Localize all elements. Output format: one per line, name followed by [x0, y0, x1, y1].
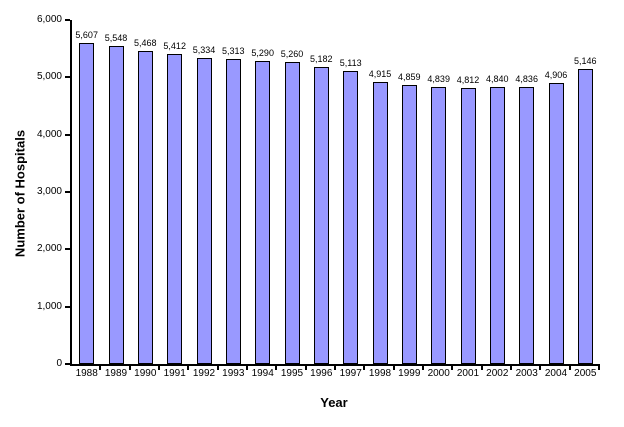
x-axis-tick: [334, 364, 336, 370]
bar: [108, 45, 124, 364]
x-axis-tick: [451, 364, 454, 370]
bar: [548, 82, 564, 364]
x-axis-tick-label: 1991: [163, 368, 186, 379]
y-axis-tick-label: 3,000: [36, 186, 62, 197]
bar: [255, 60, 271, 364]
bar-value-label: 5,607: [75, 29, 98, 40]
bar-value-label: 5,313: [222, 46, 245, 57]
x-axis-tick-label: 2004: [544, 368, 568, 379]
plot-area: 5,607 1988 5,548 1989 5,468 1990 5,412 1991 5,33…: [37, 14, 600, 379]
bar-value-label: 5,468: [134, 37, 157, 48]
x-axis-tick-label: 1997: [339, 368, 362, 379]
x-axis-tick: [598, 364, 600, 370]
bar-value-label: 5,412: [163, 40, 186, 51]
y-axis-tick-label: 5,000: [36, 71, 62, 83]
y-axis-tick-label: 1,000: [36, 300, 62, 312]
x-axis-tick-label: 1995: [280, 368, 304, 379]
bar-value-label: 4,836: [515, 73, 538, 84]
x-axis-tick: [568, 364, 571, 370]
bar-value-label: 4,915: [368, 69, 392, 80]
x-axis-tick-label: 2002: [486, 368, 509, 379]
x-axis-tick-label: 1992: [192, 368, 216, 379]
y-axis-tick-label: 4,000: [36, 128, 62, 140]
y-axis-tick: [65, 76, 70, 79]
bar-value-label: 4,840: [486, 73, 509, 84]
bar-value-label: 5,146: [574, 56, 597, 66]
bar: [196, 58, 212, 364]
x-axis-tick-label: 1990: [134, 368, 157, 379]
x-axis-tick-label: 1998: [368, 368, 392, 379]
y-axis-title: Number of Hospitals: [12, 129, 28, 258]
bar: [372, 82, 388, 364]
y-axis-tick-label: 2,000: [36, 243, 62, 255]
x-axis-tick-label: 1999: [398, 368, 421, 379]
x-axis-tick-label: 2001: [456, 368, 480, 379]
bar-value-label: 5,182: [310, 53, 333, 64]
x-axis-tick: [304, 364, 307, 370]
x-axis-tick: [363, 364, 366, 370]
x-axis-tick: [246, 364, 248, 370]
y-axis-tick: [65, 305, 70, 308]
bar: [401, 85, 417, 364]
x-axis-tick: [480, 364, 483, 370]
x-axis-tick-label: 2000: [427, 368, 450, 379]
x-axis-tick: [99, 364, 102, 370]
y-axis-tick: [65, 363, 70, 365]
y-axis-tick-label: 0: [56, 358, 62, 369]
bar: [313, 66, 329, 364]
bar: [577, 69, 593, 364]
bar: [284, 62, 300, 364]
x-axis-tick: [158, 364, 160, 370]
x-axis-tick-label: 1994: [251, 368, 274, 379]
y-axis-tick: [65, 19, 70, 21]
x-axis-tick: [539, 364, 542, 370]
bar: [519, 86, 535, 364]
x-axis-tick: [128, 364, 131, 370]
bar-value-label: 5,548: [104, 32, 128, 43]
x-axis-tick: [275, 364, 278, 370]
bar-value-label: 4,812: [456, 75, 480, 86]
bar: [137, 50, 153, 364]
x-axis-tick-label: 1996: [310, 368, 333, 379]
x-axis-tick: [216, 364, 219, 370]
y-axis-tick: [65, 133, 70, 136]
bar-value-label: 5,260: [280, 49, 304, 60]
y-axis-tick: [65, 248, 70, 251]
bar: [460, 88, 476, 364]
x-axis-tick-label: 1993: [222, 368, 245, 379]
x-axis-tick-label: 2003: [515, 368, 538, 379]
x-axis-tick: [392, 364, 395, 370]
bar: [489, 86, 505, 364]
x-axis-tick: [510, 364, 512, 370]
bar-value-label: 4,859: [398, 72, 421, 83]
bar: [431, 86, 447, 364]
bar-value-label: 4,839: [427, 73, 450, 84]
bar-value-label: 4,906: [544, 69, 568, 80]
bar-value-label: 5,290: [251, 47, 274, 58]
y-axis-tick: [65, 191, 70, 193]
bar-value-label: 5,334: [192, 45, 216, 56]
bar: [167, 53, 183, 364]
x-axis-tick-label: 2005: [574, 368, 597, 379]
bar: [79, 42, 95, 364]
x-axis-tick-label: 1989: [104, 368, 128, 379]
x-axis-tick: [187, 364, 190, 370]
x-axis-tick: [422, 364, 424, 370]
bar-value-label: 5,113: [339, 57, 362, 68]
x-axis-tick-label: 1988: [75, 368, 98, 379]
x-axis-title: Year: [320, 395, 348, 410]
bar: [225, 59, 241, 364]
y-axis-tick-label: 6,000: [36, 14, 62, 25]
bar: [343, 70, 359, 364]
